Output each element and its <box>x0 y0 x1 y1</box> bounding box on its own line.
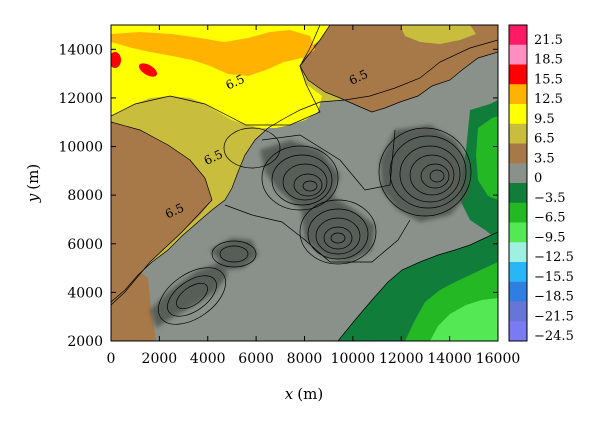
colorbar-label: −9.5 <box>534 230 566 245</box>
x-tick-label: 6000 <box>238 351 274 367</box>
colorbar-label: 0 <box>534 171 542 186</box>
red-spot-1 <box>111 52 121 68</box>
y-axis-label: y(m) <box>24 164 42 203</box>
x-tick-label: 4000 <box>190 351 226 367</box>
ridge-shading <box>150 125 470 328</box>
region-brown-strip <box>111 206 198 300</box>
colorbar-swatch <box>509 281 527 302</box>
region-lightgreen-se <box>430 298 498 341</box>
colorbar-swatch <box>509 183 527 204</box>
x-axis-label: x (m) <box>285 385 323 403</box>
colorbar-label: 18.5 <box>534 53 563 68</box>
colorbar-label: −12.5 <box>534 250 574 265</box>
colorbar-label: −15.5 <box>534 270 574 285</box>
colorbar-label: 6.5 <box>534 132 555 147</box>
colorbar-swatch <box>509 84 527 105</box>
colorbar-label: 9.5 <box>534 112 555 127</box>
colorbar-label: 15.5 <box>534 72 563 87</box>
colorbar-swatch <box>509 163 527 184</box>
x-tick-label: 0 <box>107 351 116 367</box>
colorbar-frame <box>508 24 528 342</box>
y-tick-label: 4000 <box>67 285 103 301</box>
contour-lines <box>111 25 498 341</box>
region-orange <box>111 30 315 76</box>
colorbar-label: −18.5 <box>534 290 574 305</box>
colorbar: 21.5 18.5 15.5 12.5 9.5 6.5 3.5 0 −3.5 −6.5 −9.5 −1… <box>508 24 574 344</box>
region-brown-ne <box>300 25 498 112</box>
colorbar-swatch <box>509 321 527 342</box>
region-brown-bottom <box>111 272 156 341</box>
region-green-e <box>476 116 498 200</box>
colorbar-label: −3.5 <box>534 191 566 206</box>
y-tick-label: 2000 <box>67 334 103 350</box>
y-tick-label: 8000 <box>67 188 103 204</box>
x-tick-label: 12000 <box>379 351 424 367</box>
colorbar-swatch <box>509 123 527 144</box>
colorbar-label: 3.5 <box>534 151 555 166</box>
colorbar-swatch <box>509 143 527 164</box>
colorbar-swatch <box>509 301 527 322</box>
colorbar-label: −24.5 <box>534 329 574 344</box>
y-axis: 2000 4000 6000 8000 10000 12000 14000 <box>58 42 498 350</box>
x-axis: 0 2000 4000 6000 8000 10000 12000 14000 16000 <box>107 25 521 367</box>
colorbar-label: 21.5 <box>534 33 563 48</box>
region-olive-ne <box>400 25 476 44</box>
x-tick-label: 14000 <box>427 351 472 367</box>
y-tick-label: 14000 <box>58 42 103 58</box>
plot-area: 6.5 6.56.56.5 <box>111 25 498 341</box>
colorbar-swatch <box>509 262 527 283</box>
colorbar-swatch <box>509 64 527 85</box>
x-tick-label: 16000 <box>476 351 521 367</box>
x-tick-label: 2000 <box>142 351 178 367</box>
colorbar-label: 12.5 <box>534 92 563 107</box>
y-tick-label: 12000 <box>58 91 103 107</box>
colorbar-swatch <box>509 242 527 263</box>
colorbar-swatch <box>509 202 527 223</box>
colorbar-label: −6.5 <box>534 211 566 226</box>
x-tick-label: 10000 <box>331 351 376 367</box>
red-spot-2 <box>138 63 158 77</box>
colorbar-swatch <box>509 222 527 243</box>
colorbar-swatch <box>509 104 527 125</box>
colorbar-label: −21.5 <box>534 309 574 324</box>
y-tick-label: 10000 <box>58 140 103 156</box>
colorbar-swatch <box>509 44 527 65</box>
y-tick-label: 6000 <box>67 237 103 253</box>
x-tick-label: 8000 <box>287 351 323 367</box>
colorbar-swatch <box>509 25 527 46</box>
